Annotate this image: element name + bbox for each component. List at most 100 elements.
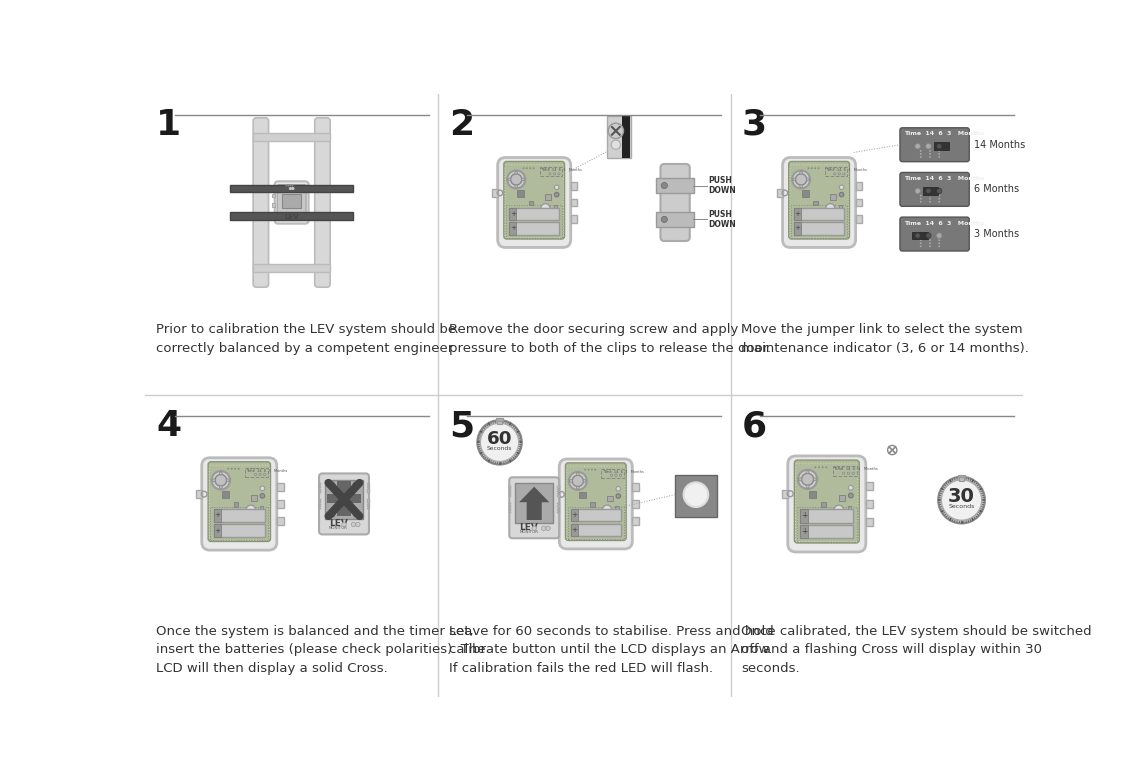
- Bar: [318, 506, 320, 507]
- Circle shape: [269, 480, 270, 481]
- Text: Seconds: Seconds: [487, 446, 512, 451]
- Circle shape: [832, 541, 833, 543]
- Circle shape: [920, 245, 921, 247]
- Circle shape: [857, 514, 858, 516]
- Circle shape: [799, 171, 803, 174]
- Text: PUSH
DOWN: PUSH DOWN: [708, 176, 736, 195]
- Circle shape: [242, 464, 243, 466]
- Bar: [839, 495, 845, 501]
- Text: Time  14  6  3   Months: Time 14 6 3 Months: [825, 168, 866, 172]
- Circle shape: [684, 482, 708, 507]
- Circle shape: [857, 539, 858, 540]
- Circle shape: [817, 463, 819, 464]
- Circle shape: [546, 526, 551, 531]
- FancyBboxPatch shape: [498, 157, 571, 247]
- Circle shape: [825, 467, 828, 468]
- Bar: [777, 189, 782, 197]
- Bar: [277, 518, 284, 525]
- Circle shape: [820, 541, 822, 543]
- Circle shape: [795, 524, 796, 525]
- Bar: [856, 199, 862, 207]
- FancyBboxPatch shape: [899, 128, 969, 161]
- Circle shape: [209, 535, 210, 536]
- Text: +: +: [800, 511, 807, 521]
- Bar: [800, 510, 853, 522]
- Circle shape: [260, 486, 264, 491]
- Bar: [214, 509, 264, 521]
- Bar: [506, 205, 562, 238]
- Circle shape: [796, 463, 797, 464]
- Circle shape: [213, 464, 214, 466]
- Circle shape: [937, 188, 942, 193]
- Circle shape: [926, 188, 931, 193]
- Circle shape: [610, 469, 611, 471]
- FancyBboxPatch shape: [789, 161, 849, 239]
- Bar: [245, 467, 268, 477]
- Circle shape: [269, 477, 270, 478]
- Circle shape: [847, 463, 848, 464]
- Bar: [496, 418, 503, 420]
- Circle shape: [819, 467, 820, 468]
- Circle shape: [515, 171, 518, 174]
- Circle shape: [554, 185, 559, 189]
- Bar: [545, 194, 551, 200]
- Bar: [510, 207, 559, 220]
- Circle shape: [292, 187, 294, 190]
- Circle shape: [857, 512, 858, 513]
- FancyBboxPatch shape: [253, 117, 269, 287]
- Bar: [271, 203, 275, 207]
- Circle shape: [616, 486, 620, 491]
- Circle shape: [915, 143, 920, 149]
- Bar: [557, 491, 560, 493]
- Circle shape: [247, 464, 249, 466]
- Circle shape: [812, 463, 813, 464]
- Text: 3 Months: 3 Months: [974, 229, 1019, 239]
- Circle shape: [795, 478, 796, 480]
- Bar: [633, 500, 640, 508]
- Circle shape: [246, 505, 255, 514]
- Circle shape: [857, 518, 858, 519]
- Circle shape: [857, 485, 858, 486]
- Circle shape: [287, 185, 290, 186]
- Polygon shape: [519, 487, 549, 520]
- Bar: [214, 524, 264, 537]
- Circle shape: [938, 245, 940, 247]
- Circle shape: [269, 503, 270, 504]
- Text: Leave for 60 seconds to stabilise. Press and hold
calibrate button until the LCD: Leave for 60 seconds to stabilise. Press…: [449, 625, 773, 674]
- Circle shape: [608, 123, 624, 139]
- Circle shape: [857, 530, 858, 531]
- Circle shape: [577, 473, 579, 475]
- Bar: [797, 507, 857, 542]
- Circle shape: [857, 527, 858, 528]
- Bar: [367, 506, 369, 507]
- Bar: [557, 512, 560, 514]
- Circle shape: [857, 503, 858, 504]
- Circle shape: [591, 469, 593, 471]
- Bar: [795, 222, 844, 235]
- Circle shape: [813, 478, 816, 481]
- Text: Once the system is balanced and the timer set,
insert the batteries (please chec: Once the system is balanced and the time…: [156, 625, 486, 674]
- Circle shape: [227, 539, 228, 541]
- Circle shape: [209, 471, 210, 472]
- Circle shape: [915, 233, 920, 238]
- Circle shape: [857, 467, 858, 468]
- Circle shape: [221, 539, 222, 541]
- Circle shape: [857, 536, 858, 537]
- Circle shape: [826, 541, 828, 543]
- Bar: [866, 500, 873, 508]
- Circle shape: [269, 511, 270, 513]
- Text: Remove the door securing screw and apply
pressure to both of the clips to releas: Remove the door securing screw and apply…: [449, 323, 771, 355]
- Circle shape: [938, 150, 940, 152]
- Circle shape: [795, 488, 796, 489]
- Circle shape: [269, 506, 270, 507]
- Circle shape: [836, 541, 837, 543]
- Circle shape: [929, 195, 931, 197]
- Bar: [866, 482, 873, 490]
- Circle shape: [833, 168, 834, 169]
- Circle shape: [522, 178, 524, 181]
- Circle shape: [288, 187, 292, 190]
- FancyBboxPatch shape: [275, 182, 309, 224]
- Bar: [814, 200, 819, 205]
- Bar: [367, 503, 369, 505]
- Text: 3: 3: [741, 108, 766, 142]
